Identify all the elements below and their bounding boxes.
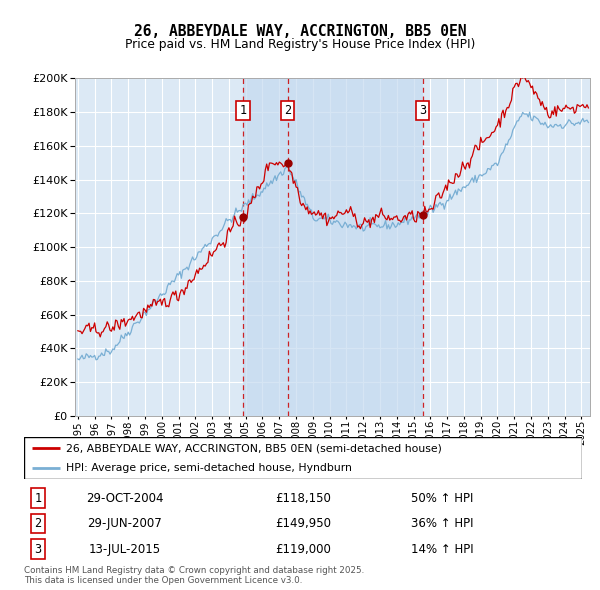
Text: 36% ↑ HPI: 36% ↑ HPI	[411, 517, 474, 530]
Text: 50% ↑ HPI: 50% ↑ HPI	[412, 491, 473, 504]
Text: 29-OCT-2004: 29-OCT-2004	[86, 491, 163, 504]
Bar	[287, 78, 422, 416]
Text: 14% ↑ HPI: 14% ↑ HPI	[411, 543, 474, 556]
Bar	[243, 78, 287, 416]
Text: 3: 3	[34, 543, 41, 556]
Text: HPI: Average price, semi-detached house, Hyndburn: HPI: Average price, semi-detached house,…	[66, 463, 352, 473]
Text: 26, ABBEYDALE WAY, ACCRINGTON, BB5 0EN: 26, ABBEYDALE WAY, ACCRINGTON, BB5 0EN	[134, 24, 466, 38]
Text: 2: 2	[284, 104, 291, 117]
Text: Contains HM Land Registry data © Crown copyright and database right 2025.
This d: Contains HM Land Registry data © Crown c…	[24, 566, 364, 585]
Text: 3: 3	[419, 104, 426, 117]
Text: 2: 2	[34, 517, 41, 530]
Text: 1: 1	[239, 104, 247, 117]
Text: 29-JUN-2007: 29-JUN-2007	[87, 517, 162, 530]
Text: £119,000: £119,000	[275, 543, 331, 556]
Text: Price paid vs. HM Land Registry's House Price Index (HPI): Price paid vs. HM Land Registry's House …	[125, 38, 475, 51]
Text: 26, ABBEYDALE WAY, ACCRINGTON, BB5 0EN (semi-detached house): 26, ABBEYDALE WAY, ACCRINGTON, BB5 0EN (…	[66, 443, 442, 453]
Text: £118,150: £118,150	[275, 491, 331, 504]
Text: 13-JUL-2015: 13-JUL-2015	[88, 543, 161, 556]
Text: 1: 1	[34, 491, 41, 504]
Text: £149,950: £149,950	[275, 517, 331, 530]
